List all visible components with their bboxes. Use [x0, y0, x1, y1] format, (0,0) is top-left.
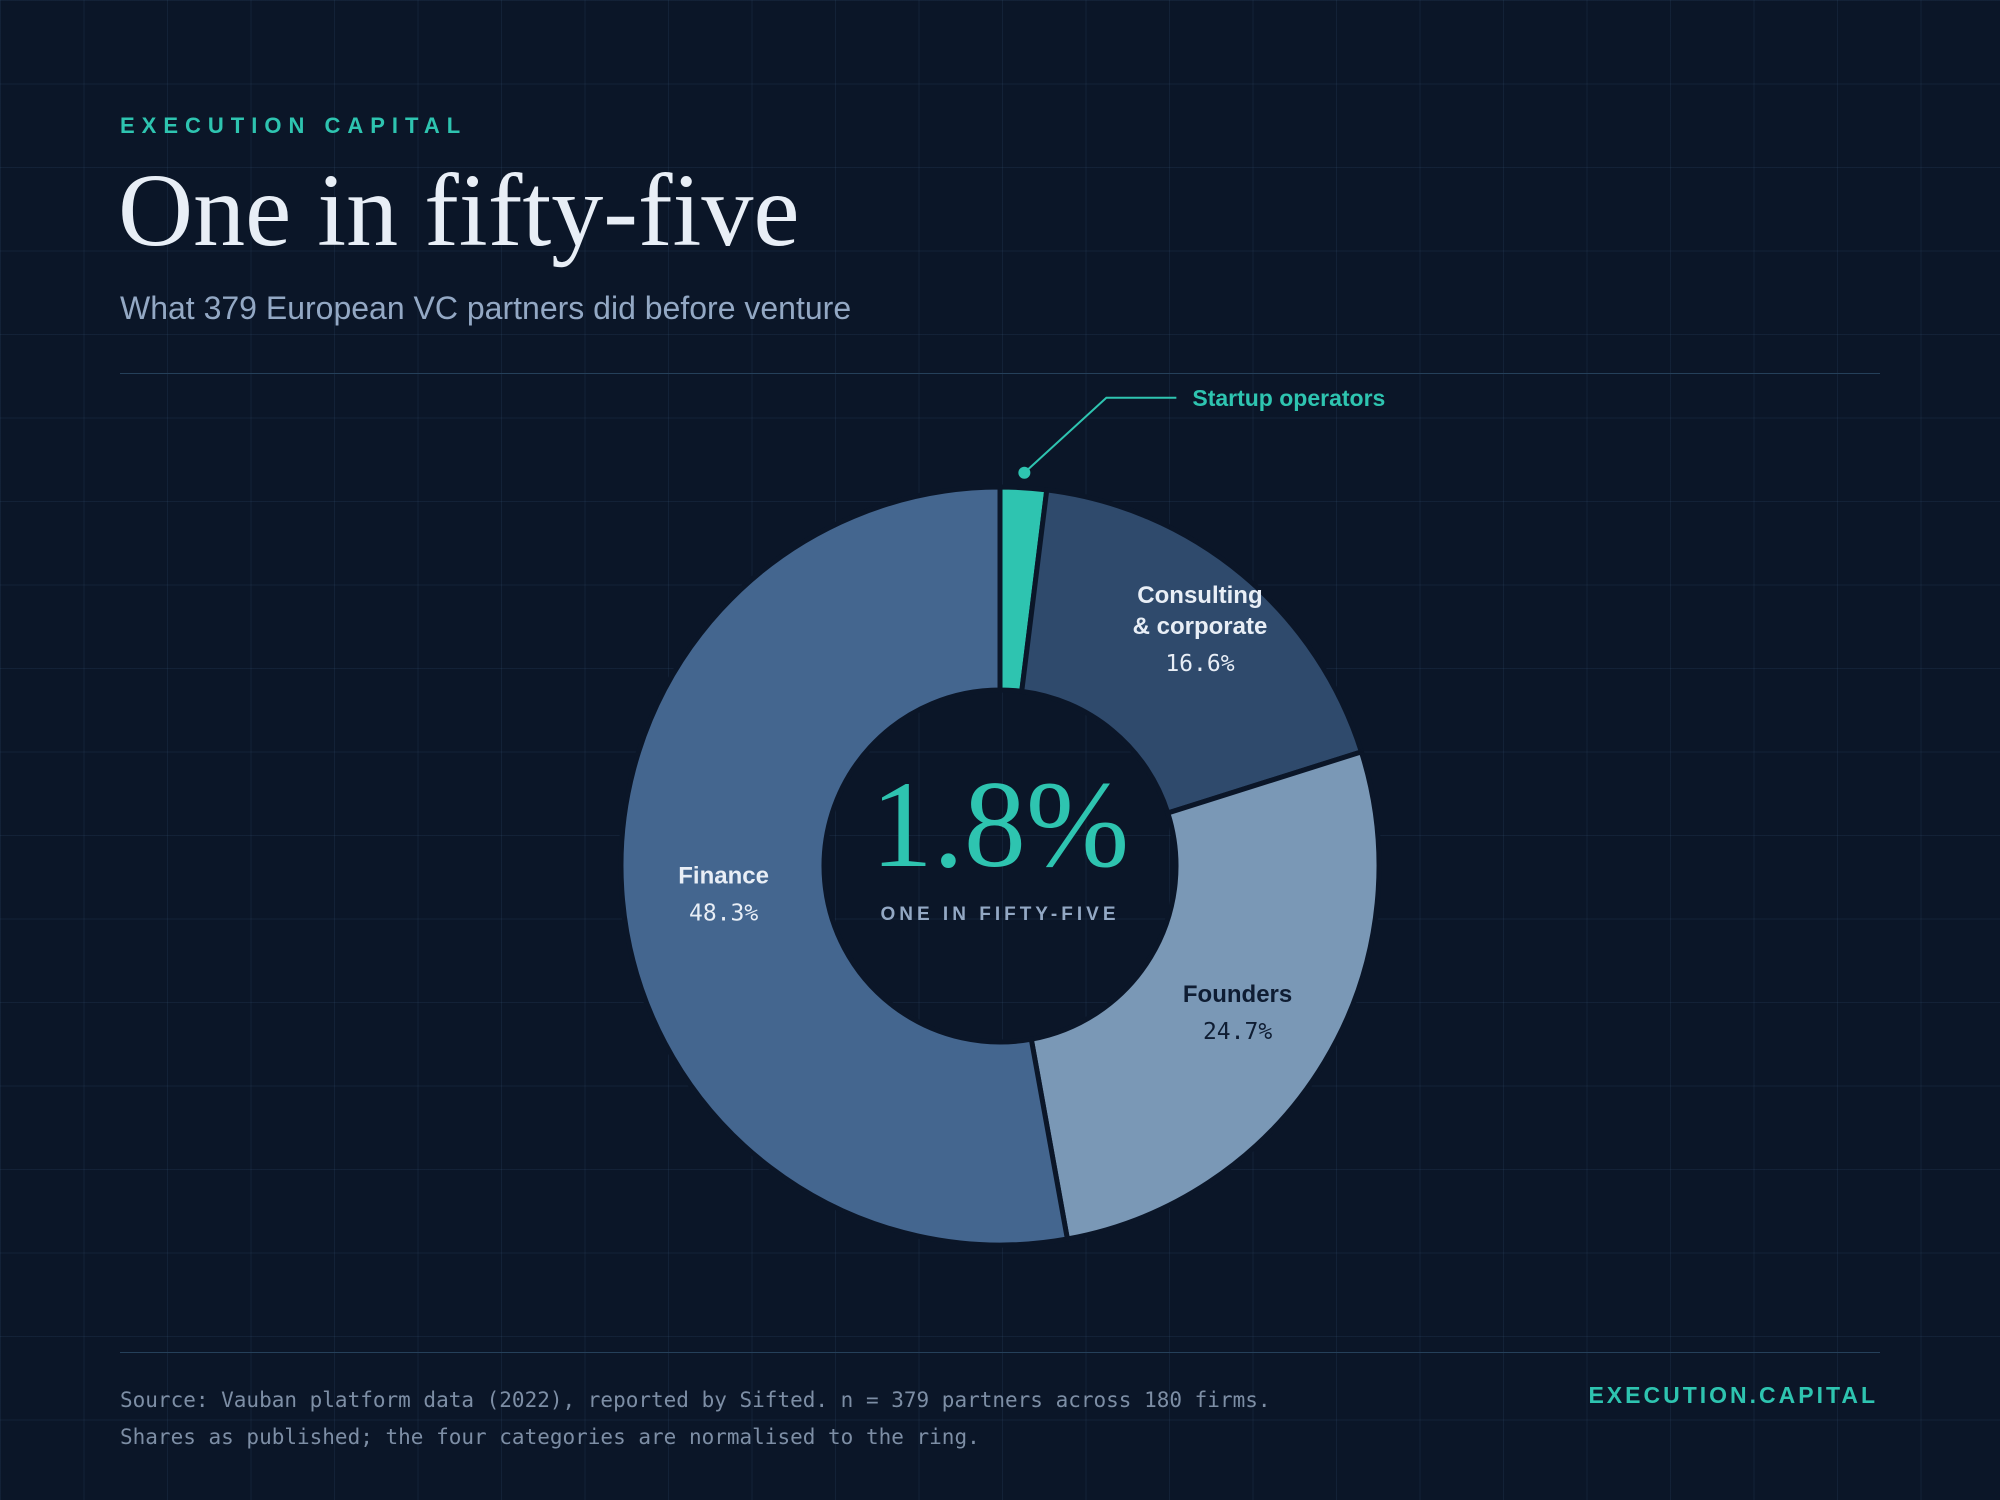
donut-slice-finance[interactable] — [618, 484, 1071, 1248]
donut-slice-consulting-and-corporate[interactable] — [1018, 487, 1365, 817]
slice-label-founders: Founders — [1183, 981, 1292, 1008]
source-line-1: Source: Vauban platform data (2022), rep… — [120, 1388, 1271, 1412]
eyebrow-label: EXECUTION CAPITAL — [120, 113, 468, 138]
source-note: Source: Vauban platform data (2022), rep… — [120, 1382, 1271, 1456]
donut-slice-founders[interactable] — [1028, 748, 1382, 1242]
slice-label-startup-operators: Startup operators — [1192, 385, 1385, 411]
slice-label-consulting-and-corporate-line-1: Consulting — [1137, 582, 1262, 609]
source-line-2: Shares as published; the four categories… — [120, 1425, 980, 1449]
slice-label-finance: Finance — [678, 862, 769, 889]
callout-leader-line — [1023, 396, 1177, 474]
footer-divider — [120, 1352, 1880, 1353]
header-divider — [120, 373, 1880, 374]
startup-operators-callout: Startup operators — [1018, 385, 1385, 479]
page-title: One in fifty-five — [118, 153, 800, 268]
callout-dot — [1018, 466, 1031, 479]
brand-link[interactable]: EXECUTION.CAPITAL — [1588, 1382, 1878, 1408]
slice-labels: Consulting & corporate 16.6% Founders 24.7% F… — [678, 582, 1292, 1045]
donut-slices — [618, 484, 1382, 1248]
center-caption: ONE IN FIFTY-FIVE — [880, 904, 1119, 925]
slice-label-consulting-and-corporate-line-2: & corporate — [1133, 613, 1268, 640]
center-value: 1.8% — [871, 756, 1129, 893]
slice-value-finance: 48.3% — [689, 900, 758, 926]
page-subtitle: What 379 European VC partners did before… — [120, 290, 852, 326]
slice-value-founders: 24.7% — [1203, 1019, 1272, 1045]
slice-value-consulting-and-corporate: 16.6% — [1165, 651, 1234, 677]
